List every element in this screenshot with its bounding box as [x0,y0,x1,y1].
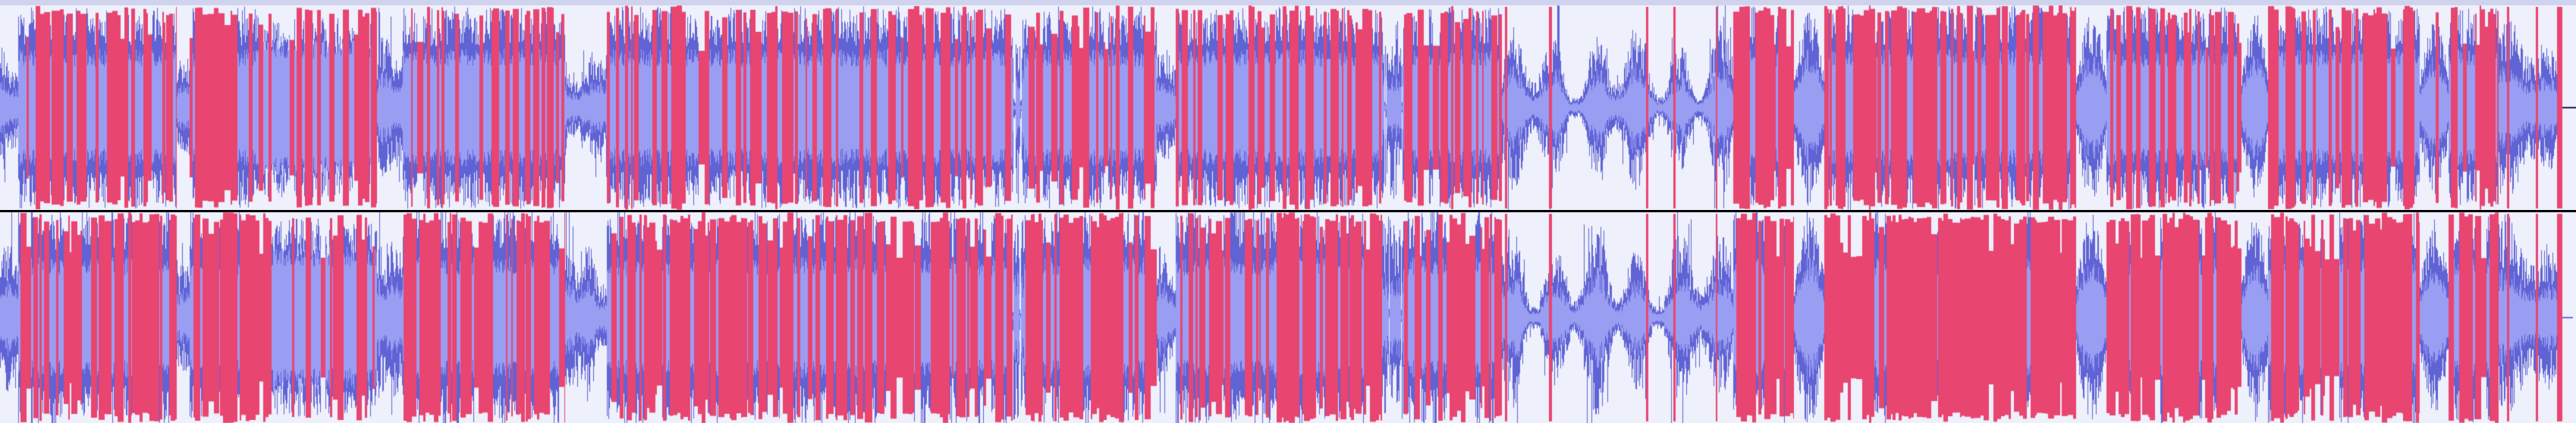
left-channel-waveform[interactable] [0,5,2576,210]
right-channel-waveform[interactable] [0,212,2576,423]
timeline-strip[interactable] [0,0,2576,5]
channel-separator [0,210,2576,212]
